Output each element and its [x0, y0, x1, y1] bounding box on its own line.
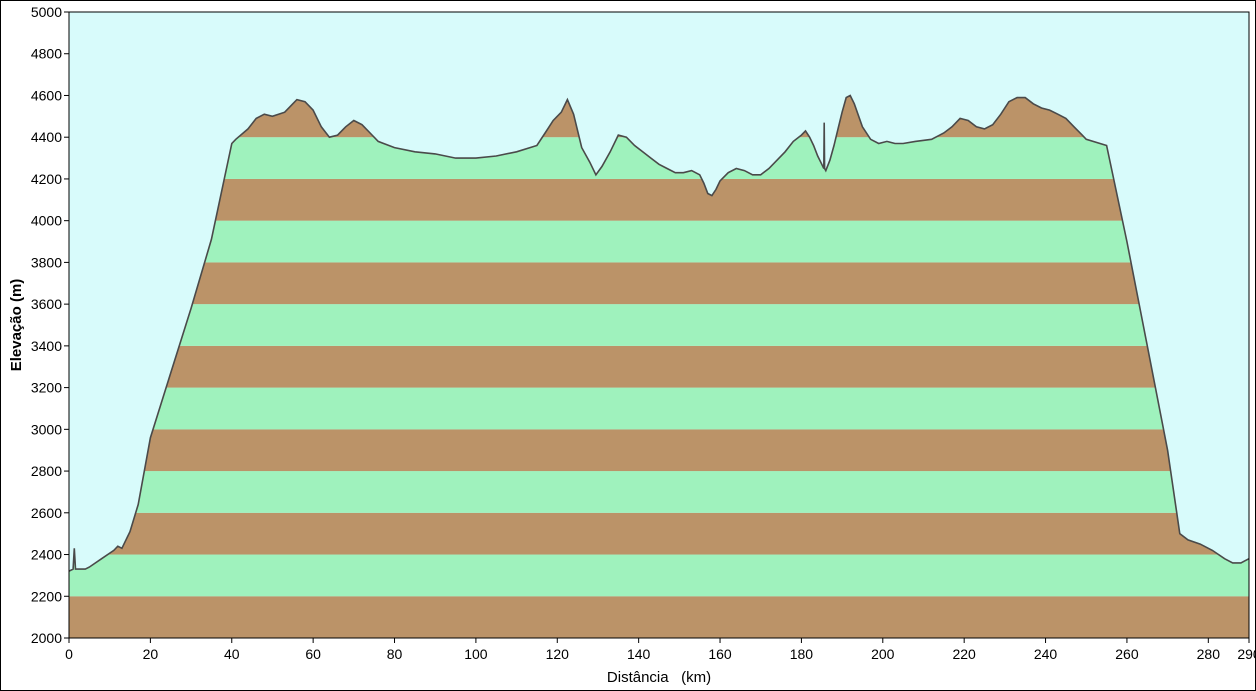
y-tick-label: 4000: [31, 213, 62, 229]
x-tick-label: 40: [224, 646, 240, 662]
elevation-band: [69, 178, 1249, 221]
y-tick-label: 4600: [31, 87, 62, 103]
y-axis-title: Elevação (m): [8, 279, 25, 372]
y-tick-label: 3200: [31, 380, 62, 396]
elevation-band: [69, 554, 1249, 597]
x-tick-label: 200: [871, 646, 895, 662]
plot-border: [68, 11, 1250, 639]
y-tick-label: 2200: [31, 588, 62, 604]
y-axis: 2000 2200 2400 2600 2800 3000 3200 3400 3600 3800…: [31, 4, 69, 646]
x-tick-label: 120: [546, 646, 570, 662]
elevation-band: [69, 387, 1249, 430]
y-tick-label: 3400: [31, 338, 62, 354]
elevation-bands: [69, 95, 1249, 638]
y-tick-label: 4400: [31, 129, 62, 145]
x-tick-label: 220: [952, 646, 976, 662]
profile-line: [68, 94, 1250, 572]
x-axis-title: Distância (km): [607, 669, 711, 686]
y-tick-label: 2000: [31, 630, 62, 646]
elevation-band: [69, 429, 1249, 472]
elevation-band: [69, 512, 1249, 555]
elevation-band: [69, 471, 1249, 513]
y-tick-label: 4200: [31, 171, 62, 187]
elevation-band: [69, 220, 1249, 263]
elevation-band: [69, 596, 1249, 638]
elevation-band: [69, 262, 1249, 305]
y-tick-label: 4800: [31, 46, 62, 62]
y-tick-label: 5000: [31, 4, 62, 20]
y-tick-label: 2600: [31, 505, 62, 521]
y-tick-label: 3600: [31, 296, 62, 312]
x-tick-label: 260: [1115, 646, 1139, 662]
x-tick-label: 160: [708, 646, 732, 662]
x-tick-label: 20: [143, 646, 159, 662]
x-tick-label: 0: [65, 646, 73, 662]
y-tick-label: 2400: [31, 547, 62, 563]
x-tick-label: 290: [1237, 646, 1255, 662]
x-tick-label: 100: [464, 646, 488, 662]
x-tick-label: 240: [1034, 646, 1058, 662]
y-tick-label: 3000: [31, 421, 62, 437]
x-tick-label: 60: [305, 646, 321, 662]
x-tick-label: 80: [387, 646, 403, 662]
y-tick-label: 2800: [31, 463, 62, 479]
x-tick-label: 180: [790, 646, 814, 662]
elevation-band: [69, 345, 1249, 388]
elevation-band: [69, 304, 1249, 346]
x-axis: 0 20 40 60 80 100 120 140 160 180 200 220 240 260 280 2…: [65, 638, 1255, 662]
x-tick-label: 280: [1197, 646, 1221, 662]
y-tick-label: 3800: [31, 254, 62, 270]
x-tick-label: 140: [627, 646, 651, 662]
